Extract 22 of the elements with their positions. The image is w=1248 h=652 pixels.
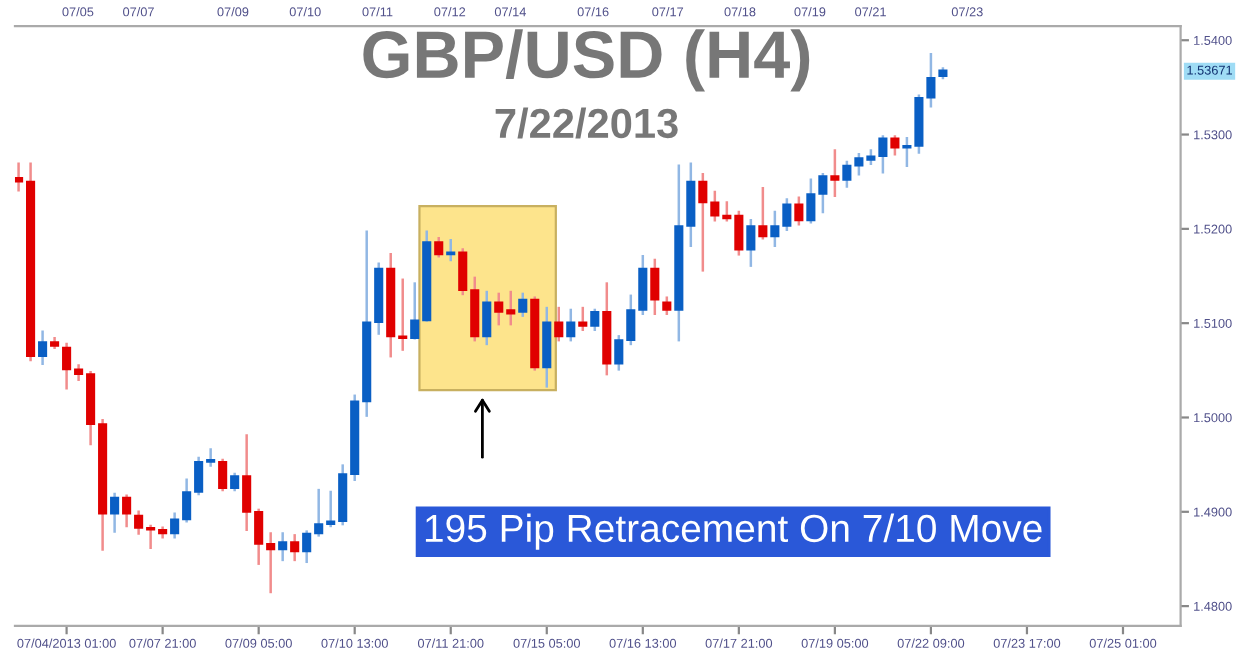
candlestick bbox=[518, 292, 528, 317]
candlestick bbox=[650, 258, 660, 315]
candlestick bbox=[278, 532, 288, 562]
candlestick bbox=[110, 492, 120, 533]
candlestick bbox=[446, 238, 456, 262]
candlestick bbox=[758, 187, 768, 240]
text: 7/22/2013 bbox=[495, 107, 678, 139]
candlestick bbox=[746, 219, 756, 267]
candlestick bbox=[830, 149, 840, 198]
chart-title: GBP/USD (H4) bbox=[363, 29, 810, 92]
candlestick bbox=[794, 196, 804, 226]
candlestick bbox=[290, 534, 300, 562]
candlestick bbox=[578, 306, 588, 332]
candlestick bbox=[554, 306, 564, 342]
candlestick bbox=[482, 290, 492, 346]
candlestick bbox=[38, 330, 48, 365]
candlestick bbox=[218, 458, 228, 492]
annotation: 195 Pip Retracement On 7/10 Move bbox=[425, 513, 1042, 550]
candlestick bbox=[122, 494, 132, 528]
candlestick bbox=[566, 308, 576, 342]
candlestick bbox=[542, 306, 552, 388]
candlestick bbox=[590, 308, 600, 332]
